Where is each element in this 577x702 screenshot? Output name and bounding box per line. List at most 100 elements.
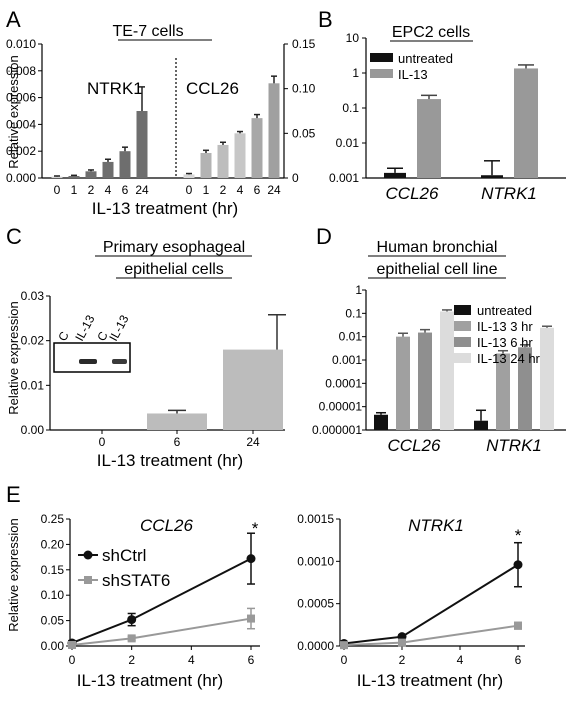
marker-shstat6 — [127, 634, 136, 643]
tick-label-e-x: 2 — [128, 653, 135, 667]
tick-label-d-x: CCL26 — [388, 436, 441, 455]
tick-label-a-x: 0 — [54, 183, 61, 197]
bar-d-series-1 — [396, 336, 410, 430]
legend-e-marker — [84, 576, 92, 584]
legend-d-label: untreated — [477, 303, 532, 318]
tick-label-a-right: 0.10 — [292, 82, 316, 96]
bar-b-untreated — [384, 172, 406, 178]
legend-b-label: IL-13 — [398, 67, 428, 82]
marker-shctrl — [246, 554, 256, 564]
bar-b-il-13 — [417, 99, 441, 178]
tick-label-a-left: 0.004 — [6, 117, 36, 131]
tick-label-e-x: 6 — [248, 653, 255, 667]
panel-c: C Primary esophageal epithelial cells Re… — [6, 224, 286, 470]
blot-band-2 — [112, 359, 127, 364]
bar-a-ntrk1 — [102, 161, 114, 178]
tick-label-e-x: 6 — [515, 653, 522, 667]
tick-label-b-y: 0.01 — [336, 136, 360, 150]
tick-label-c-x: 24 — [246, 435, 260, 449]
panel-e-ylabel: Relative expression — [6, 518, 21, 631]
panel-a-title: TE-7 cells — [112, 23, 183, 40]
tick-label-b-x: CCL26 — [386, 184, 439, 203]
tick-label-a-x: 1 — [203, 183, 210, 197]
legend-b-swatch — [370, 69, 393, 78]
western-blot-inset: C IL-13 C IL-13 — [53, 312, 132, 373]
panel-c-title-line2: epithelial cells — [124, 261, 224, 278]
legend-d-label: IL-13 3 hr — [477, 319, 533, 334]
bar-d-series-3 — [540, 327, 554, 430]
bar-a-ntrk1 — [51, 176, 63, 178]
legend-d-label: IL-13 24 hr — [477, 351, 541, 366]
tick-label-d-x: NTRK1 — [486, 436, 542, 455]
tick-label-e-x: 0 — [341, 653, 348, 667]
blot-label-2: IL-13 — [72, 312, 97, 343]
panel-a: A TE-7 cells Relative expression IL-13 t… — [6, 7, 316, 218]
tick-label-c-x: 6 — [174, 435, 181, 449]
tick-label-a-left: 0.010 — [6, 37, 36, 51]
panel-e-letter: E — [6, 482, 21, 507]
tick-label-b-y: 1 — [352, 66, 359, 80]
tick-label-e-y: 0.15 — [41, 563, 65, 577]
legend-d-swatch — [454, 337, 471, 347]
tick-label-c-x: 0 — [99, 435, 106, 449]
series-line-shctrl — [343, 563, 519, 645]
bar-a-ccl26 — [234, 133, 246, 178]
panel-e-right-plot: 0.0000 0.0005 0.0010 0.0015 0 2 4 6 NTRK1 — [297, 512, 525, 667]
tick-label-a-x: 2 — [88, 183, 95, 197]
bar-d-series-2 — [518, 347, 532, 430]
tick-label-d-y: 0.001 — [332, 353, 362, 367]
tick-label-a-x: 6 — [254, 183, 261, 197]
tick-label-e-y: 0.0010 — [297, 554, 334, 568]
tick-label-e-y: 0.05 — [41, 614, 65, 628]
tick-label-a-right: 0.15 — [292, 37, 316, 51]
tick-label-e-y: 0.0000 — [297, 639, 334, 653]
tick-label-e-x: 4 — [188, 653, 195, 667]
bar-a-ccl26 — [183, 174, 195, 178]
panel-e: E Relative expression IL-13 treatment (h… — [6, 482, 525, 690]
tick-label-a-right: 0 — [292, 171, 299, 185]
bar-d-series-1 — [496, 353, 510, 430]
legend-d-label: IL-13 6 hr — [477, 335, 533, 350]
panel-d-title-line2: epithelial cell line — [377, 261, 498, 278]
tick-label-e-y: 0.10 — [41, 588, 65, 602]
tick-label-a-x: 24 — [135, 183, 149, 197]
tick-label-c-y: 0.00 — [21, 423, 45, 437]
panel-c-xlabel: IL-13 treatment (hr) — [97, 451, 243, 470]
tick-label-e-y: 0.25 — [41, 512, 65, 526]
tick-label-b-x: NTRK1 — [481, 184, 537, 203]
marker-shstat6 — [68, 640, 76, 649]
bar-a-ccl26 — [217, 144, 229, 178]
bar-d-series-3 — [440, 311, 454, 430]
bar-a-ntrk1 — [136, 111, 148, 178]
bar-d-series-0 — [474, 420, 488, 430]
panel-a-ccl26-label: CCL26 — [186, 79, 239, 98]
bar-a-ccl26 — [268, 83, 280, 178]
bar-b-il-13 — [514, 68, 538, 178]
tick-label-a-right: 0.05 — [292, 126, 316, 140]
legend-d-swatch — [454, 353, 471, 363]
blot-label-1: C — [55, 329, 72, 344]
panel-c-plot: 0.00 0.01 0.02 0.03 0 6 24 — [21, 289, 286, 449]
marker-shstat6 — [514, 621, 522, 630]
tick-label-d-y: 0.1 — [345, 306, 362, 320]
panel-d-letter: D — [316, 224, 332, 249]
panel-e-left-significance-star: * — [252, 519, 259, 538]
bar-a-ntrk1 — [85, 171, 97, 178]
tick-label-d-y: 0.0001 — [325, 376, 362, 390]
tick-label-a-x: 24 — [267, 183, 281, 197]
tick-label-a-left: 0.002 — [6, 144, 36, 158]
blot-label-4: IL-13 — [106, 312, 131, 343]
panel-b-letter: B — [318, 7, 333, 32]
tick-label-b-y: 10 — [346, 31, 360, 45]
panel-c-title-line1: Primary esophageal — [103, 239, 245, 256]
tick-label-b-y: 0.1 — [342, 101, 359, 115]
legend-e-marker — [83, 550, 93, 560]
marker-shstat6 — [340, 641, 348, 650]
legend-e-label: shCtrl — [102, 546, 146, 565]
bar-c — [223, 349, 283, 430]
panel-e-left-xlabel: IL-13 treatment (hr) — [77, 671, 223, 690]
marker-shstat6 — [247, 614, 255, 623]
marker-shctrl — [127, 615, 137, 625]
tick-label-a-x: 2 — [220, 183, 227, 197]
tick-label-c-y: 0.01 — [21, 378, 45, 392]
